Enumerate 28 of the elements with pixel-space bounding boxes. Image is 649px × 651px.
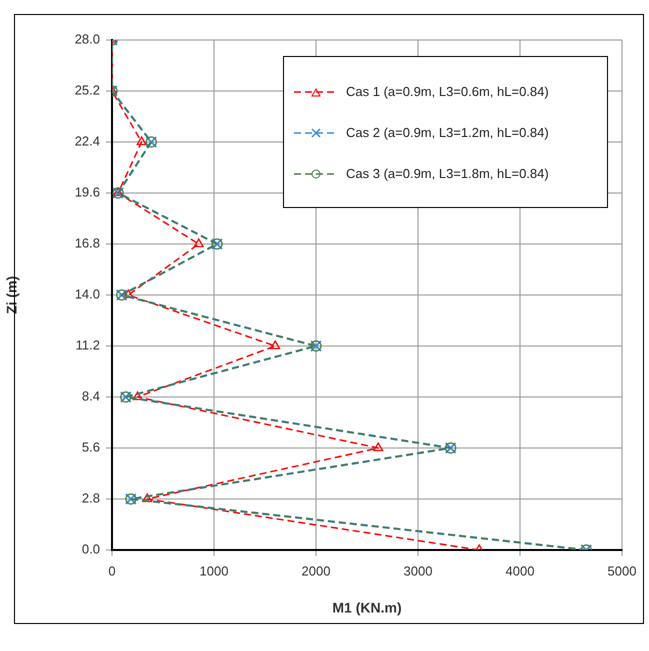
y-tick-label: 2.8 <box>82 490 100 506</box>
x-axis-title: M1 (KN.m) <box>332 599 402 616</box>
point <box>194 238 204 248</box>
point <box>123 289 134 298</box>
point <box>136 136 147 146</box>
y-tick-label: 11.2 <box>76 338 100 353</box>
point <box>142 493 152 502</box>
y-tick-label: 25.2 <box>74 82 100 98</box>
x-tick-label: 5000 <box>608 563 636 578</box>
point <box>270 340 280 350</box>
point <box>373 442 384 452</box>
y-tick-label: 19.6 <box>74 184 100 200</box>
x-tick-label: 4000 <box>506 563 534 578</box>
legend-label: Cas 2 (a=0.9m, L3=1.2m, hL=0.84) <box>346 125 549 140</box>
y-tick-label: 0.0 <box>82 542 100 557</box>
x-tick-label: 3000 <box>404 563 432 578</box>
y-tick-label: 28.0 <box>74 32 100 47</box>
x-tick-label: 1000 <box>200 563 228 578</box>
x-tick-label: 0 <box>108 563 116 578</box>
y-tick-label: 16.8 <box>74 236 100 251</box>
y-tick-label: 22.4 <box>74 134 100 149</box>
x-tick-label: 2000 <box>302 563 330 578</box>
point <box>132 391 142 400</box>
legend-label: Cas 3 (a=0.9m, L3=1.8m, hL=0.84) <box>346 166 549 181</box>
legend-label: Cas 1 (a=0.9m, L3=0.6m, hL=0.84) <box>346 84 549 99</box>
y-tick-label: 5.6 <box>82 440 100 455</box>
y-tick-label: 14.0 <box>74 286 100 302</box>
y-tick-label: 8.4 <box>82 388 100 404</box>
